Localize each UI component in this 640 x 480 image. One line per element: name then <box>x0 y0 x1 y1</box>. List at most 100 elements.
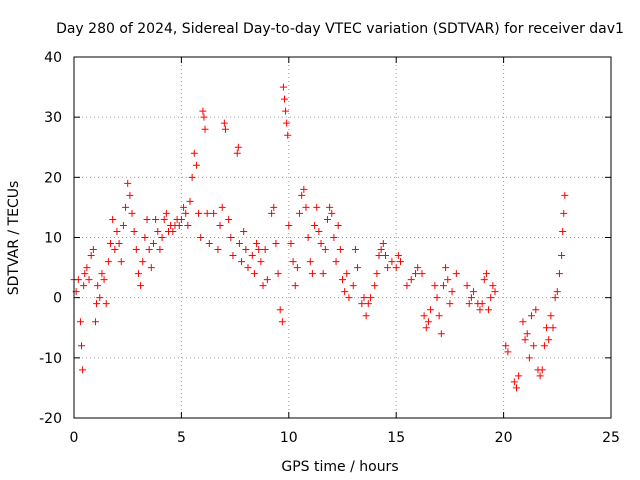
data-point <box>519 318 527 326</box>
data-point <box>538 366 546 374</box>
data-point <box>379 240 387 248</box>
data-point <box>528 312 536 320</box>
data-point <box>76 318 84 326</box>
data-point <box>311 221 319 229</box>
x-tick-label: 15 <box>387 430 405 446</box>
data-point <box>446 300 454 308</box>
data-point <box>476 306 484 314</box>
data-point <box>439 282 447 290</box>
data-point <box>238 258 246 266</box>
data-point <box>354 264 362 272</box>
data-point <box>478 300 486 308</box>
data-point <box>512 384 520 392</box>
data-point <box>358 300 366 308</box>
data-point <box>485 306 493 314</box>
data-point <box>504 348 512 356</box>
data-point <box>186 197 194 205</box>
data-point <box>205 240 213 248</box>
x-tick-label: 20 <box>495 430 513 446</box>
data-point <box>442 264 450 272</box>
data-point <box>381 252 389 260</box>
data-point <box>530 342 538 350</box>
data-point <box>388 258 396 266</box>
x-tick-label: 25 <box>602 430 620 446</box>
data-point <box>549 324 557 332</box>
data-point <box>334 221 342 229</box>
data-point <box>124 179 132 187</box>
data-point <box>285 221 293 229</box>
data-point <box>122 203 130 211</box>
data-point <box>160 215 168 223</box>
data-point <box>394 252 402 260</box>
data-point <box>364 300 372 308</box>
data-point <box>414 264 422 272</box>
data-point <box>525 354 533 362</box>
data-point <box>321 246 329 254</box>
y-tick-label: 30 <box>44 110 62 126</box>
data-point <box>384 264 392 272</box>
data-point <box>448 288 456 296</box>
data-point <box>274 270 282 278</box>
data-point <box>315 227 323 235</box>
data-point <box>149 240 157 248</box>
data-point <box>373 270 381 278</box>
data-point <box>96 294 104 302</box>
data-point <box>117 258 125 266</box>
data-point <box>272 240 280 248</box>
data-point <box>536 372 544 380</box>
data-point <box>396 258 404 266</box>
data-point <box>244 264 252 272</box>
data-point <box>521 336 529 344</box>
data-point <box>98 270 106 278</box>
data-point <box>175 221 183 229</box>
data-point <box>328 209 336 217</box>
data-point <box>91 318 99 326</box>
data-point <box>332 258 340 266</box>
plot-frame <box>73 56 612 419</box>
data-point <box>240 227 248 235</box>
data-point <box>100 276 108 284</box>
x-tick-label: 0 <box>70 430 79 446</box>
data-point <box>216 221 224 229</box>
data-point <box>152 215 160 223</box>
data-point <box>177 215 185 223</box>
data-point <box>444 276 452 284</box>
data-point <box>119 221 127 229</box>
data-point <box>180 203 188 211</box>
data-point <box>253 240 261 248</box>
data-point <box>482 270 490 278</box>
data-point <box>250 270 258 278</box>
data-point <box>302 203 310 211</box>
data-point <box>203 209 211 217</box>
data-point <box>188 173 196 181</box>
data-point <box>532 306 540 314</box>
data-point <box>248 252 256 260</box>
data-point <box>225 215 233 223</box>
data-point <box>377 246 385 254</box>
data-point <box>435 312 443 320</box>
data-point <box>487 294 495 302</box>
data-point <box>102 300 110 308</box>
data-point <box>287 240 295 248</box>
data-point <box>83 264 91 272</box>
data-point <box>158 234 166 241</box>
data-point <box>345 294 353 302</box>
data-point <box>463 282 471 290</box>
chart-title: Day 280 of 2024, Sidereal Day-to-day VTE… <box>56 21 624 37</box>
data-point <box>255 246 263 254</box>
data-point <box>79 366 87 374</box>
data-point <box>200 113 208 121</box>
data-point <box>437 330 445 338</box>
data-point <box>218 203 226 211</box>
data-point <box>162 209 170 217</box>
data-point <box>561 191 569 199</box>
data-point <box>543 324 551 332</box>
data-point <box>279 83 287 91</box>
data-point <box>145 246 153 254</box>
data-point <box>229 252 237 260</box>
data-point <box>293 264 301 272</box>
data-point <box>259 282 267 290</box>
data-point <box>184 221 192 229</box>
data-point <box>234 143 242 151</box>
